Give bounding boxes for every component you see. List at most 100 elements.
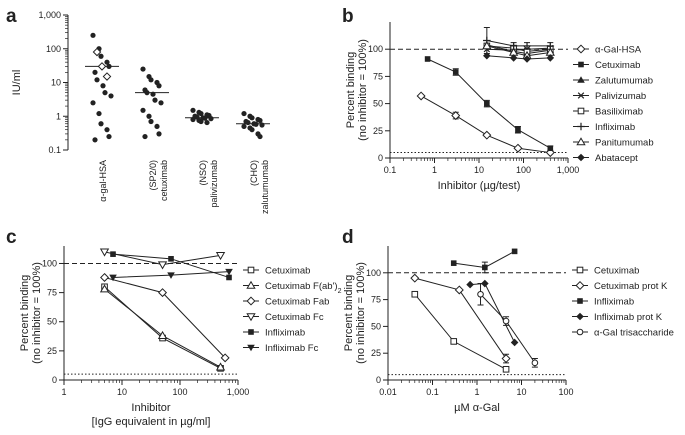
y-tick-label: 50 [373, 99, 383, 109]
legend-marker [577, 298, 583, 304]
legend-label: Panitumumab [595, 138, 654, 149]
data-point [259, 122, 265, 128]
y-tick-label: 75 [371, 295, 381, 305]
legend-label: Cetuximab prot K [594, 281, 668, 292]
data-point [454, 285, 464, 295]
panel-a-chart: 0.1 1 10 100 1,000 IU/ml α-gal-HSA (SP2/0) cetux… [11, 10, 270, 214]
data-point [90, 100, 96, 106]
y-tick-label: 1 [56, 111, 61, 121]
legend-marker [575, 280, 585, 291]
data-point [482, 130, 492, 140]
x-tick-label: 0.01 [379, 387, 397, 397]
data-point [106, 63, 112, 69]
data-point [215, 252, 226, 261]
data-point [225, 268, 233, 276]
data-point [102, 90, 108, 96]
y-axis-label: IU/ml [11, 70, 23, 96]
data-point [450, 260, 457, 266]
legend-marker [576, 328, 584, 336]
data-point [547, 145, 554, 152]
legend-label: Palivizumab [595, 91, 646, 102]
y-tick-label: 1,000 [38, 10, 61, 20]
data-point [92, 69, 98, 75]
x-tick-label: 0.1 [384, 165, 397, 175]
data-point [477, 290, 484, 298]
series-line [470, 282, 516, 343]
data-point [92, 137, 98, 143]
data-point [226, 274, 232, 281]
x-tick-label: 10 [474, 165, 484, 175]
y-tick-label: 75 [373, 71, 383, 81]
x-tick-label: 1 [474, 387, 479, 397]
data-point [466, 280, 474, 289]
data-point [99, 248, 110, 257]
legend-marker [246, 296, 256, 306]
y-axis-label-line2: (no inhibitor = 100%) [357, 39, 369, 141]
category-label-line2: palivizumab [209, 160, 219, 208]
legend-marker [578, 61, 584, 68]
data-point [156, 131, 162, 137]
series-line [486, 40, 551, 47]
data-point [523, 42, 531, 50]
y-tick-label: 100 [368, 44, 383, 54]
legend-label: Cetuximab Fab [265, 297, 329, 308]
data-point [502, 365, 510, 373]
data-point [511, 248, 518, 255]
data-point [157, 261, 168, 270]
y-tick-label: 0 [378, 153, 383, 163]
data-point [482, 41, 492, 50]
data-point [257, 133, 263, 140]
data-point [168, 256, 174, 262]
y-tick-label: 100 [42, 258, 57, 268]
data-point [106, 133, 112, 140]
data-point [515, 126, 521, 133]
data-point [157, 330, 168, 340]
y-axis-label-line2: (no inhibitor = 100%) [355, 262, 367, 364]
data-point [198, 118, 204, 125]
data-point [142, 133, 148, 140]
legend-label: Infliximab [265, 328, 305, 339]
legend-marker [246, 280, 256, 289]
legend-marker [577, 76, 585, 83]
x-tick-label: 1,000 [227, 387, 250, 397]
legend-marker [246, 313, 256, 322]
legend-marker [576, 44, 586, 54]
data-point [144, 90, 150, 96]
data-point [410, 273, 420, 283]
legend-marker [576, 266, 584, 274]
data-point [104, 127, 110, 133]
category-label-line2: cetuximab [159, 160, 169, 201]
panel-a-label: a [6, 6, 17, 27]
legend-marker [576, 137, 586, 146]
data-point [146, 113, 152, 119]
data-point [509, 54, 518, 62]
legend-marker [247, 266, 255, 274]
y-axis-label-line2: (no inhibitor = 100%) [31, 262, 43, 364]
legend-label: Cetuximab [594, 266, 639, 277]
data-point [190, 116, 196, 123]
data-point [220, 353, 230, 363]
data-point [109, 274, 117, 282]
legend-marker [577, 153, 585, 162]
legend-label: α-Gal-HSA [595, 45, 642, 56]
data-point [154, 123, 160, 130]
y-tick-label: 0 [52, 375, 57, 385]
category-label: (SP2/0) [148, 160, 158, 191]
series-line [104, 288, 221, 368]
legend-label: Cetuximab [265, 266, 310, 277]
y-tick-label: 100 [46, 44, 61, 54]
data-point [249, 127, 255, 133]
legend-label: Zalutumumab [595, 76, 653, 87]
legend-label: Infliximab Fc [265, 343, 319, 354]
y-tick-label: 0 [376, 375, 381, 385]
x-tick-label: 1 [432, 165, 437, 175]
data-point [110, 251, 116, 257]
data-point [451, 111, 461, 121]
y-tick-label: 25 [373, 126, 383, 136]
data-point [100, 272, 110, 282]
data-point [241, 123, 247, 130]
x-tick-label: 0.1 [426, 387, 439, 397]
data-point [150, 91, 156, 97]
x-tick-label: 100 [516, 165, 531, 175]
data-point [215, 362, 226, 371]
